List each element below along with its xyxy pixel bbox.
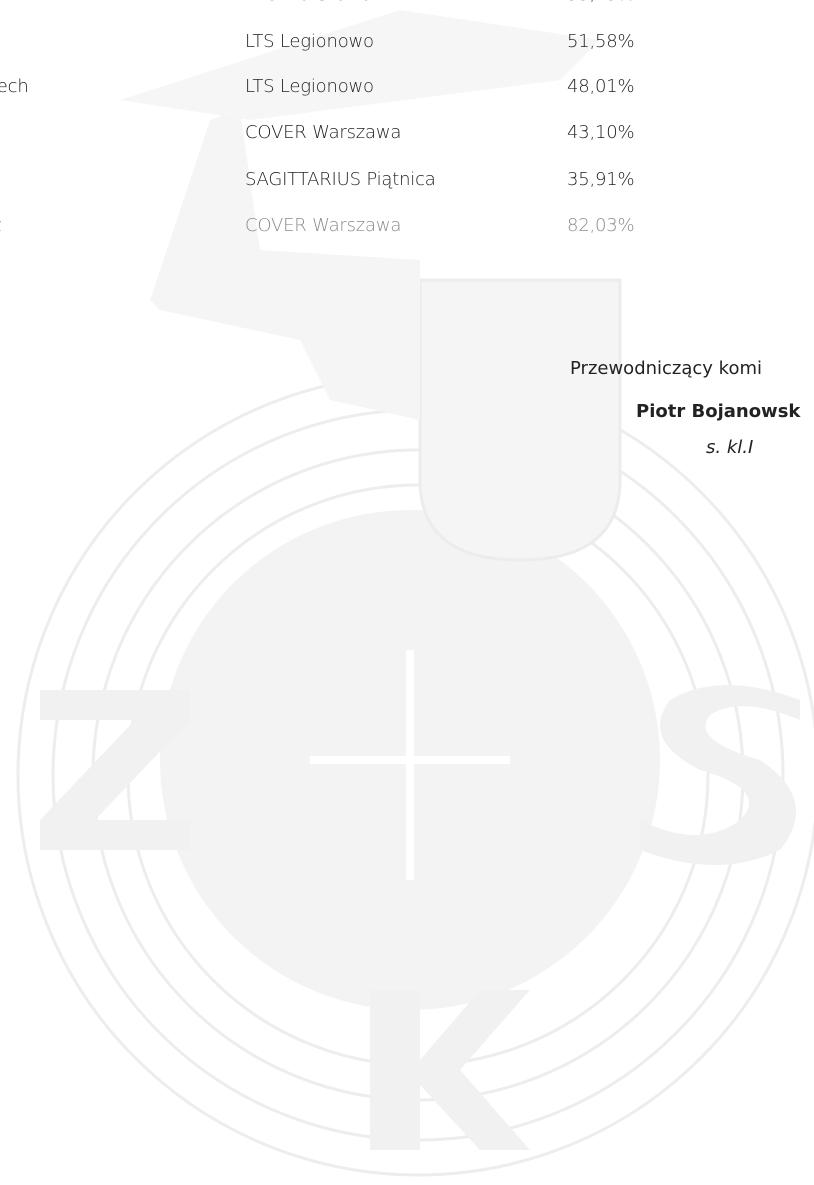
page: k LKS Warszawa 55,25% LTS Legionowo 51,58% ie… [0, 0, 814, 1185]
club-name: LKS Warszawa [245, 0, 372, 6]
score: 82,03% [567, 215, 634, 237]
person-name: k [0, 0, 2, 6]
score: 51,58% [567, 31, 634, 53]
club-name: LTS Legionowo [245, 76, 374, 98]
signature-role: Przewodniczący komi [570, 358, 762, 380]
person-name: iech [0, 76, 29, 98]
club-name: COVER Warszawa [245, 215, 401, 237]
club-name: LTS Legionowo [245, 31, 374, 53]
person-name: z [0, 215, 1, 237]
signature-name: Piotr Bojanowsk [636, 401, 800, 423]
signature-rank: s. kl.I [706, 437, 753, 459]
score: 43,10% [567, 122, 634, 144]
club-name: COVER Warszawa [245, 122, 401, 144]
score: 55,25% [567, 0, 634, 6]
score: 48,01% [567, 76, 634, 98]
club-name: SAGITTARIUS Piątnica [245, 169, 436, 191]
score: 35,91% [567, 169, 634, 191]
